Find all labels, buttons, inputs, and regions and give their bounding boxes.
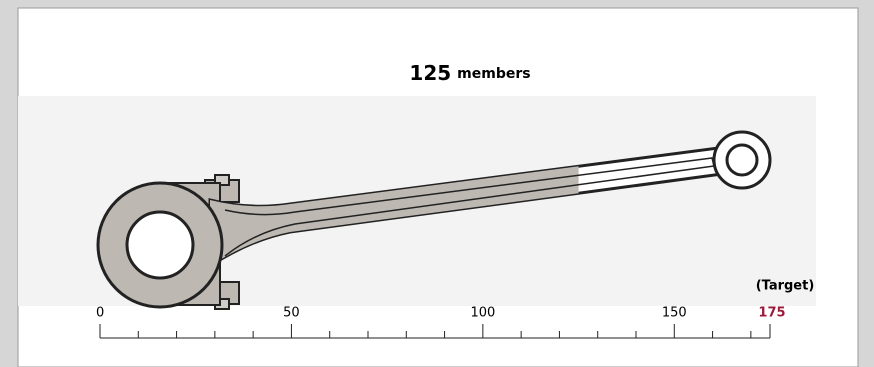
x-tick-label: 50 bbox=[283, 306, 300, 321]
small-ring-hole bbox=[725, 143, 759, 177]
big-ring-hole bbox=[125, 210, 195, 280]
target-label: (Target) bbox=[756, 279, 815, 294]
chart-title: 125 members bbox=[409, 61, 530, 85]
x-tick-label: 175 bbox=[758, 306, 785, 321]
x-tick-label: 150 bbox=[662, 306, 687, 321]
bolt-head bbox=[214, 174, 230, 186]
x-tick-label: 0 bbox=[96, 306, 104, 321]
unit: members bbox=[457, 66, 530, 82]
x-tick-label: 100 bbox=[470, 306, 495, 321]
current-value: 125 bbox=[409, 61, 451, 85]
